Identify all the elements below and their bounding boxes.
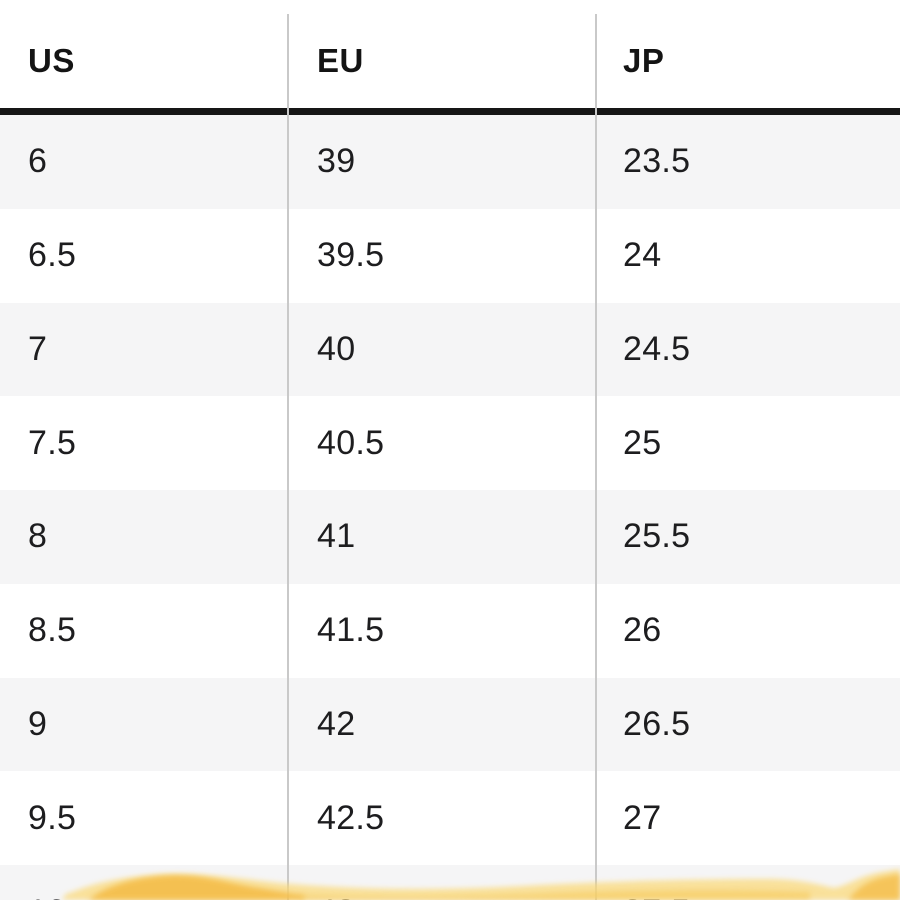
jp-size-cell: 27.5 (596, 893, 900, 900)
size-row-cutoff: 10 43 27.5 (0, 865, 900, 900)
us-size-cell: 8 (28, 517, 48, 556)
jp-size-cell: 26 (623, 611, 662, 650)
header-divider-line (0, 108, 900, 115)
size-row: 8.5 41.5 26 (0, 583, 900, 678)
jp-size-cell: 26.5 (623, 704, 691, 743)
us-size-cell: 9 (28, 704, 48, 743)
us-size-cell: 10 (0, 893, 288, 900)
column-header-eu: EU (317, 42, 364, 79)
us-size-cell: 6 (28, 142, 48, 181)
eu-size-cell: 40 (317, 329, 356, 368)
jp-size-cell: 23.5 (623, 142, 691, 181)
column-header-us: US (28, 42, 75, 79)
us-size-cell: 7.5 (28, 423, 77, 462)
size-row: 9 42 26.5 (0, 677, 900, 772)
jp-size-cell: 25.5 (623, 517, 691, 556)
jp-size-cell: 25 (623, 423, 662, 462)
size-row: 8 41 25.5 (0, 490, 900, 584)
us-size-cell: 9.5 (28, 798, 77, 837)
column-divider (287, 14, 289, 900)
jp-size-cell: 27 (623, 798, 662, 837)
us-size-cell: 7 (28, 329, 48, 368)
column-header-jp: JP (623, 42, 665, 79)
us-size-cell: 6.5 (28, 236, 77, 275)
eu-size-cell: 42 (317, 704, 356, 743)
eu-size-cell: 39.5 (317, 236, 385, 275)
column-divider (595, 14, 597, 900)
us-size-cell: 8.5 (28, 611, 77, 650)
eu-size-cell: 41.5 (317, 611, 385, 650)
size-row: 7.5 40.5 25 (0, 396, 900, 490)
jp-size-cell: 24 (623, 236, 662, 275)
size-row: 6.5 39.5 24 (0, 208, 900, 303)
eu-size-cell: 41 (317, 517, 356, 556)
eu-size-cell: 40.5 (317, 423, 385, 462)
size-row: 7 40 24.5 (0, 302, 900, 397)
eu-size-cell: 39 (317, 142, 356, 181)
size-row: 9.5 42.5 27 (0, 771, 900, 865)
size-row: 6 39 23.5 (0, 115, 900, 209)
eu-size-cell: 42.5 (317, 798, 385, 837)
eu-size-cell: 43 (288, 893, 596, 900)
table-header-row: US EU JP (0, 0, 900, 108)
jp-size-cell: 24.5 (623, 329, 691, 368)
